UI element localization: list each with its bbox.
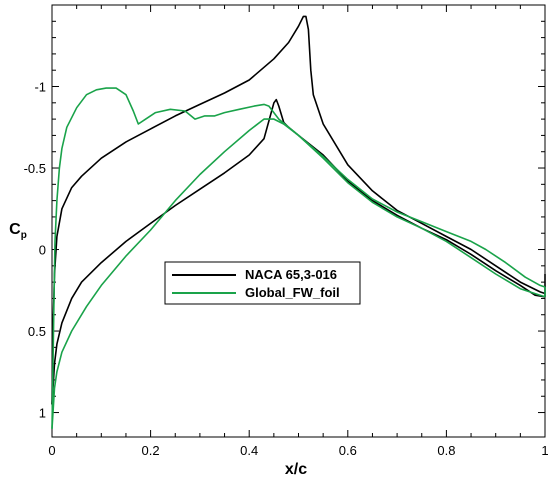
- series-naca-lower-line: [51, 98, 546, 405]
- x-tick-label: 0.6: [339, 443, 357, 458]
- series-global-lower-line: [51, 118, 546, 429]
- y-tick-label: 1: [39, 406, 46, 421]
- x-axis-title: x/c: [285, 461, 307, 478]
- legend-label-global: Global_FW_foil: [245, 285, 340, 300]
- series-layer: [51, 15, 546, 429]
- plot-area: [51, 4, 546, 438]
- legend: NACA 65,3-016 Global_FW_foil: [164, 261, 361, 305]
- y-axis-title-main: C: [9, 221, 21, 238]
- series-global-upper-line: [51, 87, 546, 429]
- x-tick-label: 1: [541, 443, 548, 458]
- legend-label-naca: NACA 65,3-016: [245, 267, 337, 282]
- x-tick-label: 0.2: [142, 443, 160, 458]
- y-tick-label: -1: [34, 80, 46, 95]
- axis-ticks: 0 0.2 0.4 0.6 0.8 1 -1 -0.5 0 0.5 1: [24, 5, 549, 458]
- y-tick-label: 0.5: [28, 324, 46, 339]
- x-tick-label: 0: [48, 443, 55, 458]
- legend-box: [164, 261, 361, 305]
- series-naca-upper-line: [51, 15, 546, 405]
- x-tick-label: 0.8: [437, 443, 455, 458]
- plot-frame: [51, 4, 546, 438]
- y-tick-label: -0.5: [24, 161, 46, 176]
- y-tick-label: 0: [39, 243, 46, 258]
- y-axis-title-subscript: p: [21, 230, 27, 241]
- y-axis-title: Cp: [9, 221, 27, 241]
- x-tick-label: 0.4: [240, 443, 258, 458]
